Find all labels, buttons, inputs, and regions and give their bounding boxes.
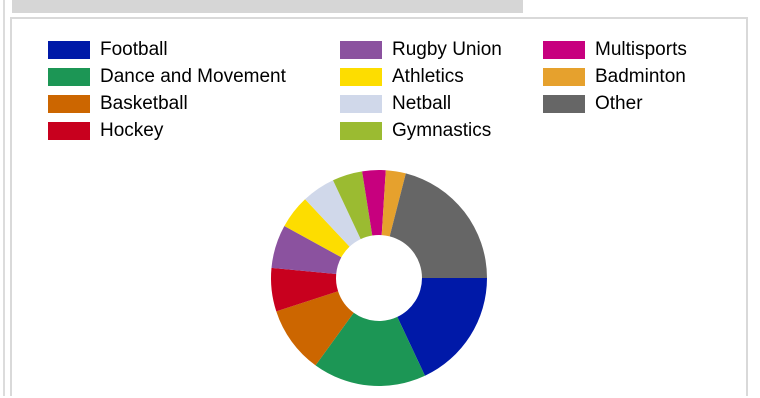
slice-basketball — [276, 291, 354, 366]
slice-netball — [305, 180, 361, 247]
top-bar — [12, 0, 523, 13]
slice-football — [397, 278, 487, 376]
legend-label-gymnastics: Gymnastics — [392, 120, 492, 141]
legend-label-hockey: Hockey — [100, 120, 164, 141]
chart-panel: Football Dance and Movement Basketball H… — [10, 17, 748, 396]
legend-swatch-athletics — [340, 68, 382, 86]
legend-item-gymnastics: Gymnastics — [340, 120, 491, 142]
legend-label-badminton: Badminton — [595, 66, 686, 87]
legend-label-basketball: Basketball — [100, 93, 188, 114]
legend-label-multisports: Multisports — [595, 39, 687, 60]
legend-swatch-other — [543, 95, 585, 113]
legend-label-netball: Netball — [392, 93, 452, 114]
slice-multisports — [362, 170, 386, 236]
legend-swatch-dance-and-movement — [48, 68, 90, 86]
legend-swatch-badminton — [543, 68, 585, 86]
legend-swatch-rugby-union — [340, 41, 382, 59]
slice-dance-and-movement — [315, 312, 425, 386]
legend-item-netball: Netball — [340, 93, 451, 115]
slice-badminton — [381, 170, 406, 237]
slice-other — [389, 173, 487, 278]
legend-label-athletics: Athletics — [392, 66, 464, 87]
legend-swatch-netball — [340, 95, 382, 113]
slice-rugby-union — [271, 225, 342, 274]
legend-swatch-basketball — [48, 95, 90, 113]
legend-item-other: Other — [543, 93, 643, 115]
legend-item-rugby-union: Rugby Union — [340, 39, 502, 61]
legend-item-basketball: Basketball — [48, 93, 188, 115]
legend-label-other: Other — [595, 93, 643, 114]
legend-swatch-hockey — [48, 122, 90, 140]
legend-item-dance-and-movement: Dance and Movement — [48, 66, 286, 88]
legend-label-rugby-union: Rugby Union — [392, 39, 502, 60]
legend-item-badminton: Badminton — [543, 66, 686, 88]
legend-item-athletics: Athletics — [340, 66, 464, 88]
legend-item-multisports: Multisports — [543, 39, 687, 61]
slice-gymnastics — [333, 171, 373, 240]
legend-label-football: Football — [100, 39, 168, 60]
slice-athletics — [284, 199, 350, 258]
legend-label-dance-and-movement: Dance and Movement — [100, 66, 286, 87]
legend-item-hockey: Hockey — [48, 120, 163, 142]
slice-hockey — [271, 267, 339, 312]
legend-swatch-multisports — [543, 41, 585, 59]
legend-swatch-football — [48, 41, 90, 59]
left-border — [3, 0, 5, 396]
legend-item-football: Football — [48, 39, 168, 61]
legend-swatch-gymnastics — [340, 122, 382, 140]
donut-chart — [271, 170, 487, 386]
